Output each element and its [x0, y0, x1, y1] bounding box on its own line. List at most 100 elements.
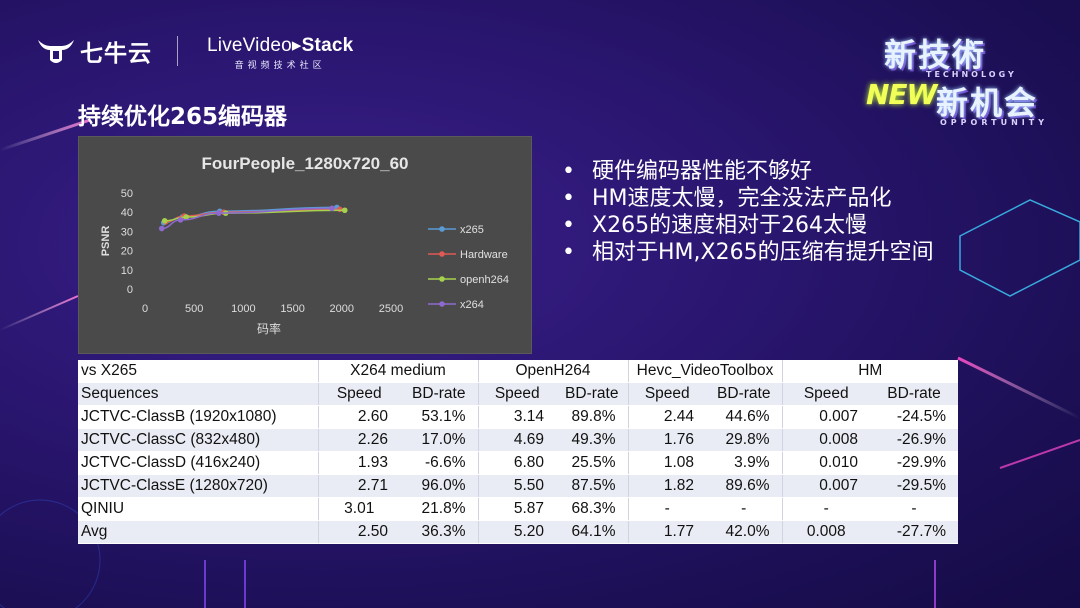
table-cell: -24.5%	[870, 405, 958, 429]
table-cell: 4.69	[477, 428, 556, 452]
table-cell-sequence: QINIU	[78, 497, 318, 521]
table-subheader: BD-rate	[556, 382, 628, 406]
table-subheader: BD-rate	[400, 382, 478, 406]
table-cell: 0.008	[781, 520, 870, 544]
table-cell: 5.50	[477, 474, 556, 498]
data-point-x264	[216, 210, 222, 216]
table-cell: 25.5%	[556, 451, 628, 475]
y-tick-label: 10	[121, 265, 133, 277]
data-point-x264	[329, 205, 335, 212]
table-row: JCTVC-ClassE (1280x720) 2.71 96.0% 5.50 …	[78, 474, 958, 498]
table-cell: -27.7%	[870, 520, 958, 544]
table-cell: 5.20	[477, 520, 556, 544]
table-group-header: vs X265	[78, 360, 318, 383]
bullet-item: • 硬件编码器性能不够好	[562, 158, 982, 185]
header: 七牛云 LiveVideo▸Stack 音视频技术社区 新技術 TECHNOLO…	[0, 0, 1080, 127]
psnr-chart: FourPeople_1280x720_60 0 10 20 30 40 50 0 500 10…	[78, 136, 532, 354]
qiniu-logo: 七牛云	[36, 34, 152, 68]
table-cell: 64.1%	[556, 520, 628, 544]
table-cell: -	[870, 497, 958, 521]
table-cell: -	[706, 497, 782, 521]
table-cell: 44.6%	[706, 405, 782, 429]
table-cell: 2.60	[317, 405, 400, 429]
table-cell: -29.5%	[870, 474, 958, 498]
legend-marker-openh264	[439, 276, 445, 282]
table-cell: 0.007	[781, 474, 870, 498]
table-row: JCTVC-ClassB (1920x1080) 2.60 53.1% 3.14…	[78, 405, 958, 429]
y-tick-label: 0	[127, 284, 133, 296]
table-cell-sequence: JCTVC-ClassC (832x480)	[78, 428, 318, 452]
table-cell: 0.010	[781, 451, 870, 475]
table-cell: 17.0%	[400, 428, 478, 452]
legend-label-x265: x265	[460, 224, 484, 236]
table-cell: 6.80	[477, 451, 556, 475]
table-cell-sequence: JCTVC-ClassD (416x240)	[78, 451, 318, 475]
chart-title: FourPeople_1280x720_60	[202, 154, 409, 173]
table-cell: 0.007	[781, 405, 870, 429]
table-cell: -6.6%	[400, 451, 478, 475]
brand-new: NEW	[866, 78, 937, 111]
table-cell: 53.1%	[400, 405, 478, 429]
x-tick-label: 0	[142, 303, 148, 315]
table-cell: 29.8%	[706, 428, 782, 452]
brand-technology: TECHNOLOGY	[926, 70, 1017, 79]
table-cell: 36.3%	[400, 520, 478, 544]
legend-marker-Hardware	[439, 251, 445, 257]
y-tick-label: 30	[121, 226, 133, 238]
table-group-header: HM	[781, 360, 958, 383]
table-cell-sequence: JCTVC-ClassE (1280x720)	[78, 474, 318, 498]
data-point-x264	[177, 217, 184, 223]
table-cell: 1.77	[627, 520, 706, 544]
table-cell: 1.76	[627, 428, 706, 452]
bullet-text: 相对于HM,X265的压缩有提升空间	[592, 240, 934, 265]
table-cell: -26.9%	[870, 428, 958, 452]
logo-divider	[177, 36, 178, 66]
y-tick-label: 50	[121, 188, 133, 200]
table-cell: 2.50	[317, 520, 400, 544]
x-tick-label: 1000	[231, 303, 255, 315]
legend-label-Hardware: Hardware	[460, 249, 508, 261]
chart-ylabel: PSNR	[100, 226, 112, 257]
table-cell: 1.82	[627, 474, 706, 498]
brand-line2: 新机会	[936, 84, 1039, 122]
table-subheader-row: Sequences Speed BD-rate Speed BD-rate Sp…	[78, 382, 958, 406]
lvs-logo-part1: Live	[207, 35, 243, 56]
table-cell: 42.0%	[706, 520, 782, 544]
table-subheader: Speed	[477, 382, 556, 406]
table-cell: 1.08	[627, 451, 706, 475]
lvs-logo-part2: Video	[242, 35, 292, 56]
qiniu-logo-text: 七牛云	[80, 41, 152, 67]
table-cell: 3.01	[317, 497, 400, 521]
table-subheader: BD-rate	[706, 382, 782, 406]
bullet-text: 硬件编码器性能不够好	[592, 159, 813, 184]
data-point-Hardware	[337, 206, 343, 213]
bullet-text: HM速度太慢，完全没法产品化	[592, 186, 892, 211]
table-group-header: Hevc_VideoToolbox	[627, 360, 782, 383]
table-cell: 0.008	[781, 428, 870, 452]
brand-line1: 新技術	[884, 36, 987, 74]
x-tick-label: 2500	[379, 303, 403, 315]
table-cell: 87.5%	[556, 474, 628, 498]
conference-brand: 新技術 TECHNOLOGY NEW 新机会 OPPORTUNITY	[858, 30, 1058, 130]
table-cell: 1.93	[317, 451, 400, 475]
series-line-x264	[161, 207, 332, 230]
table-cell: 5.87	[477, 497, 556, 521]
table-cell: 89.8%	[556, 405, 628, 429]
slide-title: 持续优化265编码器	[78, 104, 288, 130]
legend-marker-x264	[439, 301, 445, 307]
lvs-logo-subtitle: 音视频技术社区	[234, 61, 326, 71]
table-row: JCTVC-ClassD (416x240) 1.93 -6.6% 6.80 2…	[78, 451, 958, 475]
table-group-header: OpenH264	[477, 360, 628, 383]
table-subheader: Speed	[627, 382, 706, 406]
chart-xlabel: 码率	[257, 321, 281, 336]
table-subheader: Speed	[317, 382, 400, 406]
bullet-dot: •	[562, 186, 575, 211]
table-cell: 68.3%	[556, 497, 628, 521]
table-cell: 2.44	[627, 405, 706, 429]
bullet-item: • X265的速度相对于264太慢	[562, 212, 982, 239]
table-group-header: X264 medium	[317, 360, 478, 383]
bullet-text: X265的速度相对于264太慢	[592, 213, 868, 238]
table-subheader: BD-rate	[870, 382, 958, 406]
